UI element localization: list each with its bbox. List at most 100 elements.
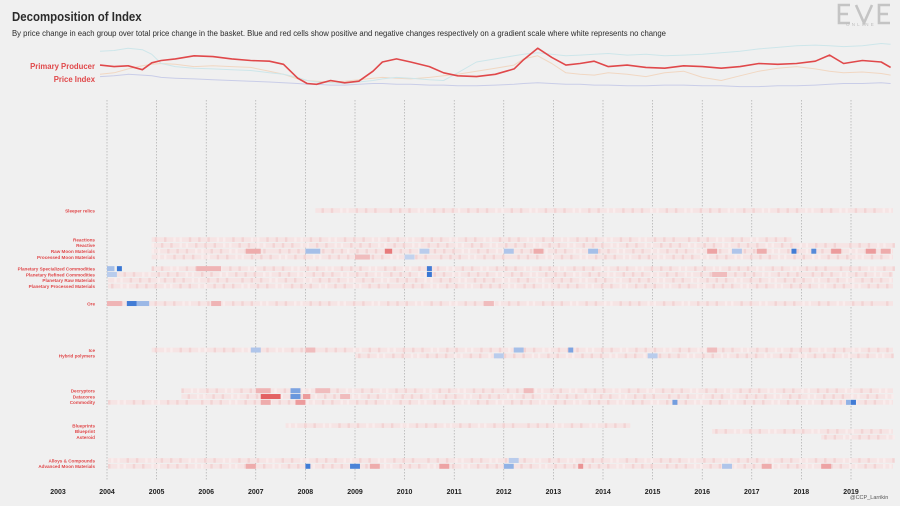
heatmap-cell [805, 463, 808, 469]
heatmap-cell [423, 388, 426, 394]
heatmap-cell [319, 237, 322, 242]
heatmap-cell [749, 277, 753, 283]
heatmap-cell [393, 458, 396, 463]
heatmap-cell [644, 458, 647, 463]
heatmap-cell [566, 283, 570, 289]
heatmap-cell [313, 423, 316, 428]
heatmap-cell [476, 400, 480, 405]
heatmap-cell [690, 208, 693, 213]
heatmap-cell [550, 388, 553, 394]
heatmap-cell [446, 266, 449, 271]
heatmap-cell [755, 458, 759, 463]
heatmap-cell [368, 266, 372, 271]
heatmap-cell [259, 301, 263, 306]
heatmap-cell [765, 301, 768, 306]
heatmap-cell [495, 266, 499, 271]
heatmap-cell [539, 266, 542, 271]
heatmap-cell [768, 254, 771, 260]
heatmap-cell [300, 347, 303, 353]
heatmap-cell [245, 248, 261, 254]
heatmap-cell [424, 277, 427, 283]
heatmap-cell [421, 301, 424, 306]
heatmap-cell [647, 277, 650, 283]
heatmap-cell [263, 266, 266, 271]
heatmap-cell [154, 347, 158, 353]
heatmap-cell [865, 248, 876, 254]
heatmap-cell [635, 243, 638, 248]
heatmap-cell [498, 283, 501, 289]
heatmap-cell [799, 243, 802, 248]
heatmap-cell [839, 208, 842, 213]
x-tick-label: 2014 [595, 489, 611, 496]
heatmap-cell [238, 266, 241, 271]
heatmap-cell [451, 208, 455, 213]
heatmap-cell [686, 353, 690, 359]
heatmap-cell [306, 458, 309, 463]
heatmap-cell [197, 301, 201, 306]
heatmap-cell [433, 400, 436, 405]
heatmap-cell [300, 243, 303, 248]
heatmap-cell [814, 458, 818, 463]
heatmap-cell [557, 243, 561, 248]
heatmap-cell [681, 301, 684, 306]
heatmap-cell [584, 394, 587, 399]
heatmap-cell [377, 301, 381, 306]
heatmap-cell [613, 277, 616, 283]
heatmap-cell [572, 208, 576, 213]
heatmap-cell [631, 208, 634, 213]
heatmap-cell [213, 243, 217, 248]
heatmap-cell [349, 458, 353, 463]
heatmap-cell [370, 388, 373, 394]
heatmap-cell [291, 266, 294, 271]
heatmap-cell [745, 353, 748, 359]
heatmap-cell [585, 254, 589, 260]
heatmap-cell [260, 399, 271, 405]
heatmap-cell [693, 463, 697, 469]
heatmap-cell [613, 272, 616, 277]
x-tick-label: 2011 [447, 489, 462, 496]
heatmap-cell [157, 254, 161, 260]
heatmap-cell [445, 458, 449, 463]
heatmap-cell [340, 463, 343, 469]
heatmap-cell [288, 248, 291, 254]
heatmap-cell [380, 272, 384, 277]
heatmap-cell [740, 429, 743, 434]
heatmap-cell [622, 248, 626, 254]
heatmap-cell [777, 272, 780, 277]
heatmap-cell [703, 283, 706, 289]
heatmap-cell [712, 266, 716, 271]
heatmap-cell [536, 254, 539, 260]
heatmap-cell [734, 400, 737, 405]
heatmap-cell [774, 347, 778, 353]
heatmap-cell [443, 248, 446, 254]
heatmap-cell [773, 394, 776, 399]
heatmap-cell [418, 400, 421, 405]
heatmap-cell [226, 254, 229, 260]
heatmap-cell [377, 237, 381, 242]
heatmap-cell [522, 394, 525, 399]
heatmap-cell [613, 254, 616, 260]
heatmap-cell [126, 458, 129, 463]
heatmap-cell [569, 301, 573, 306]
heatmap-cell [520, 272, 523, 277]
heatmap-cell [734, 272, 737, 277]
heatmap-cell [483, 237, 486, 242]
heatmap-cell [336, 388, 339, 394]
heatmap-cell [345, 388, 349, 394]
heatmap-cell [767, 429, 771, 434]
heatmap-cell [532, 347, 536, 353]
heatmap-cell [195, 243, 198, 248]
heatmap-cell [623, 423, 626, 428]
heatmap-cell [185, 463, 188, 469]
heatmap-cell [302, 394, 311, 400]
heatmap-cell [846, 254, 849, 260]
heatmap-cell [181, 388, 184, 394]
heatmap-cell [213, 458, 216, 463]
heatmap-cell [495, 272, 498, 277]
x-tick-label: 2019 [843, 489, 859, 496]
heatmap-cell [498, 237, 502, 242]
heatmap-cell [452, 463, 455, 469]
heatmap-cell [117, 463, 120, 469]
heatmap-cell [322, 423, 326, 428]
heatmap-cell [563, 208, 566, 213]
